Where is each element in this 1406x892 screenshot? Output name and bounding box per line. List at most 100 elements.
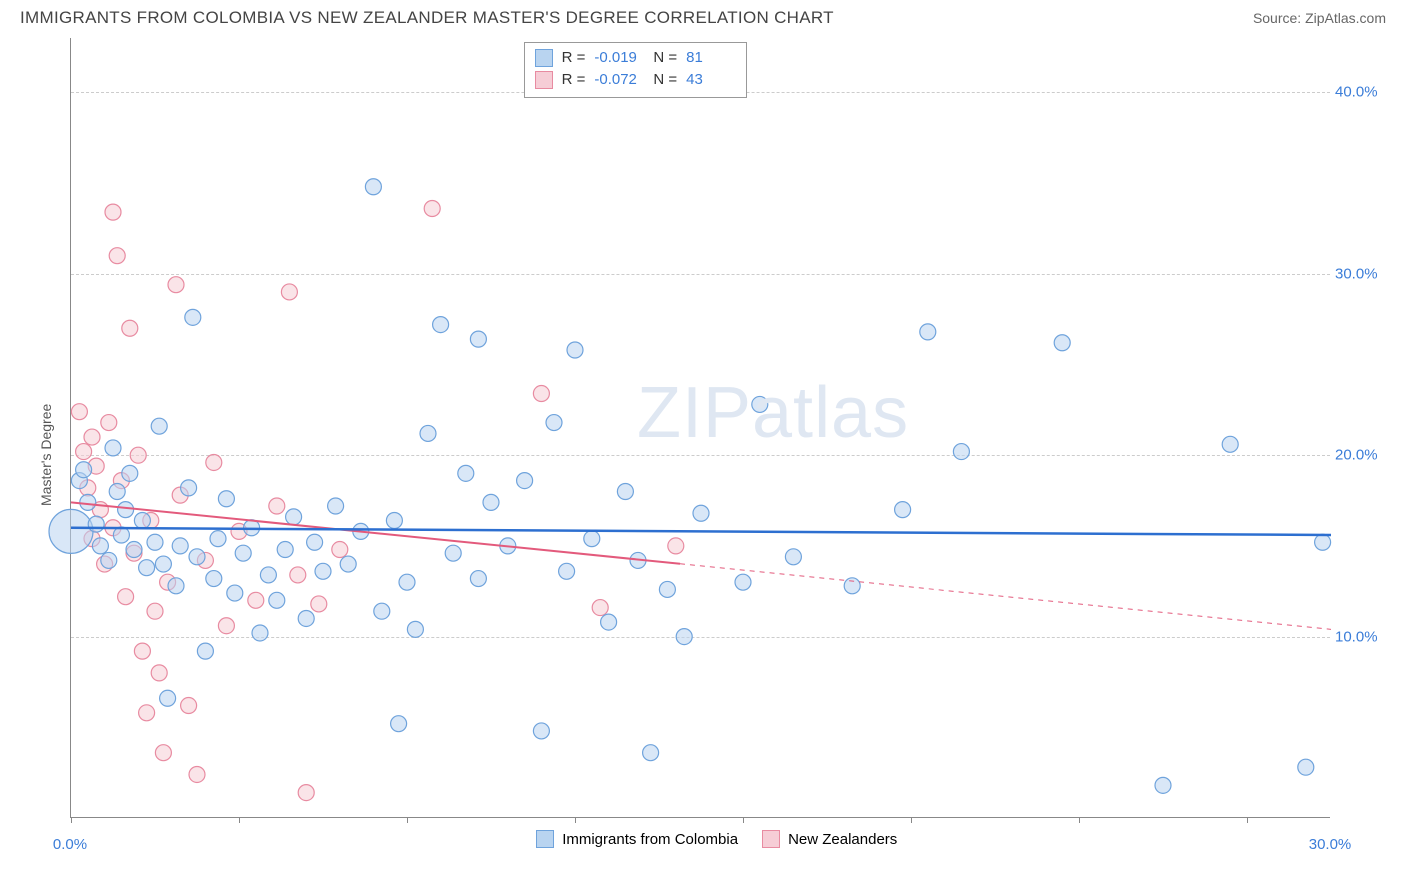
- blue-point: [101, 552, 117, 568]
- blue-point: [584, 531, 600, 547]
- pink-point: [105, 204, 121, 220]
- blue-point: [109, 483, 125, 499]
- x-tick-label: 30.0%: [1309, 836, 1352, 853]
- blue-point: [693, 505, 709, 521]
- r-value: -0.072: [594, 69, 644, 91]
- blue-point: [420, 425, 436, 441]
- blue-point: [328, 498, 344, 514]
- blue-point: [252, 625, 268, 641]
- blue-point: [365, 179, 381, 195]
- stats-legend-box: R =-0.019N =81R =-0.072N =43: [524, 42, 748, 98]
- legend-swatch: [535, 49, 553, 67]
- pink-point: [134, 643, 150, 659]
- pink-regression-line-dashed: [680, 564, 1331, 630]
- blue-point: [1222, 436, 1238, 452]
- y-axis-title: Master's Degree: [38, 404, 54, 506]
- blue-point: [844, 578, 860, 594]
- blue-point: [168, 578, 184, 594]
- blue-point: [470, 331, 486, 347]
- blue-point: [391, 716, 407, 732]
- pink-point: [181, 698, 197, 714]
- blue-point: [139, 560, 155, 576]
- pink-point: [332, 542, 348, 558]
- pink-point: [84, 429, 100, 445]
- blue-point: [298, 610, 314, 626]
- blue-point: [785, 549, 801, 565]
- pink-point: [151, 665, 167, 681]
- pink-point: [424, 201, 440, 217]
- blue-point: [920, 324, 936, 340]
- legend-item: Immigrants from Colombia: [536, 830, 738, 848]
- blue-point: [433, 317, 449, 333]
- blue-point: [407, 621, 423, 637]
- blue-point: [122, 465, 138, 481]
- legend-swatch: [535, 71, 553, 89]
- pink-point: [248, 592, 264, 608]
- plot-area: 10.0%20.0%30.0%40.0%: [70, 38, 1330, 818]
- blue-point: [113, 527, 129, 543]
- blue-point: [118, 502, 134, 518]
- legend-swatch: [536, 830, 554, 848]
- r-value: -0.019: [594, 47, 644, 69]
- blue-point: [197, 643, 213, 659]
- blue-point: [567, 342, 583, 358]
- blue-point: [546, 415, 562, 431]
- blue-point: [601, 614, 617, 630]
- stats-row: R =-0.072N =43: [535, 69, 737, 91]
- chart-container: 10.0%20.0%30.0%40.0% 0.0% 30.0% Master's De…: [20, 38, 1370, 868]
- stats-row: R =-0.019N =81: [535, 47, 737, 69]
- blue-point: [260, 567, 276, 583]
- r-label: R =: [562, 69, 586, 91]
- chart-title: IMMIGRANTS FROM COLOMBIA VS NEW ZEALANDE…: [20, 8, 834, 28]
- blue-point: [752, 396, 768, 412]
- pink-point: [189, 766, 205, 782]
- x-tick-label: 0.0%: [53, 836, 87, 853]
- blue-point: [227, 585, 243, 601]
- source-attribution: Source: ZipAtlas.com: [1253, 10, 1386, 26]
- r-label: R =: [562, 47, 586, 69]
- bottom-legend: Immigrants from Colombia New Zealanders: [536, 830, 897, 848]
- y-tick-label: 30.0%: [1335, 265, 1390, 282]
- blue-point: [315, 563, 331, 579]
- blue-point: [470, 571, 486, 587]
- n-value: 81: [686, 47, 736, 69]
- pink-point: [206, 454, 222, 470]
- blue-point: [895, 502, 911, 518]
- blue-point: [676, 629, 692, 645]
- blue-point: [617, 483, 633, 499]
- blue-point: [92, 538, 108, 554]
- blue-point: [269, 592, 285, 608]
- blue-point: [559, 563, 575, 579]
- blue-point: [235, 545, 251, 561]
- blue-point: [374, 603, 390, 619]
- pink-point: [269, 498, 285, 514]
- blue-point: [386, 513, 402, 529]
- pink-point: [118, 589, 134, 605]
- blue-point: [155, 556, 171, 572]
- y-tick-label: 10.0%: [1335, 628, 1390, 645]
- pink-point: [281, 284, 297, 300]
- blue-point: [953, 444, 969, 460]
- blue-point: [483, 494, 499, 510]
- legend-label: New Zealanders: [788, 831, 897, 848]
- blue-point: [105, 440, 121, 456]
- pink-point: [122, 320, 138, 336]
- blue-point: [80, 494, 96, 510]
- blue-point: [286, 509, 302, 525]
- blue-point: [76, 462, 92, 478]
- blue-point: [643, 745, 659, 761]
- pink-point: [101, 415, 117, 431]
- blue-point: [307, 534, 323, 550]
- blue-regression-line: [71, 528, 1331, 535]
- blue-point: [517, 473, 533, 489]
- pink-point: [290, 567, 306, 583]
- blue-point: [172, 538, 188, 554]
- blue-point: [126, 542, 142, 558]
- pink-point: [168, 277, 184, 293]
- blue-point: [189, 549, 205, 565]
- n-value: 43: [686, 69, 736, 91]
- blue-point: [181, 480, 197, 496]
- legend-label: Immigrants from Colombia: [562, 831, 738, 848]
- blue-point: [735, 574, 751, 590]
- blue-point: [160, 690, 176, 706]
